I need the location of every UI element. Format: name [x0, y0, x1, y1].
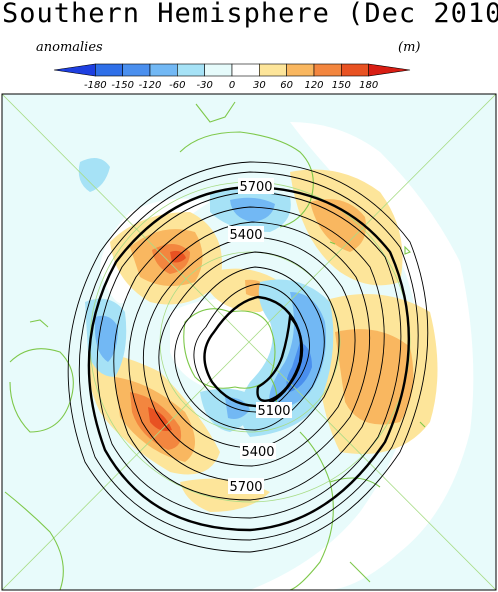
colorbar-swatch [95, 63, 123, 77]
colorbar-swatch [53, 63, 96, 77]
colorbar-swatch [341, 63, 369, 77]
colorbar-swatch [259, 63, 287, 77]
height-contour-5100 [256, 314, 303, 402]
contour-label-5700-top: 5700 [239, 180, 272, 195]
colorbar-swatch [122, 63, 151, 77]
colorbar-swatch [231, 63, 260, 77]
colorbar-tick-label: -150 [111, 80, 134, 91]
colorbar-tick-labels: -180 -150 -120 -60 -30 0 30 60 120 150 180 [84, 80, 378, 91]
colorbar-tick-label: 120 [304, 80, 323, 91]
anomaly-negative-regions [78, 158, 334, 437]
contour-label-5400-top: 5400 [229, 228, 262, 243]
colorbar-tick-label: -30 [196, 80, 212, 91]
colorbar-tick-label: 180 [359, 80, 378, 91]
colorbar-tick-label: -180 [84, 80, 107, 91]
contour-label-5100: 5100 [257, 404, 290, 419]
colorbar-swatch [149, 63, 178, 77]
contour-label-5700-bottom: 5700 [229, 480, 262, 495]
colorbar-tick-label: 0 [229, 80, 235, 91]
map-title: Southern Hemisphere (Dec 2010) [2, 0, 498, 29]
colorbar-tick-label: -60 [169, 80, 185, 91]
colorbar-swatch [286, 63, 315, 77]
colorbar-swatch [368, 63, 411, 77]
contour-label-5400-bottom: 5400 [241, 445, 274, 460]
colorbar-label-anomalies: anomalies [36, 40, 103, 55]
colorbar-tick-label: 150 [332, 80, 351, 91]
coastlines [4, 101, 426, 590]
map-frame [1, 93, 497, 591]
colorbar-swatch [313, 63, 342, 77]
colorbar-swatch [204, 63, 233, 77]
colorbar-tick-label: 60 [280, 80, 293, 91]
colorbar: -180 -150 -120 -60 -30 0 30 60 120 150 180 [53, 63, 411, 91]
map-panel: 5700 5400 5100 5400 5700 [1, 93, 497, 591]
colorbar-label-units: (m) [398, 40, 421, 55]
colorbar-tick-label: -120 [139, 80, 162, 91]
colorbar-tick-label: 30 [253, 80, 266, 91]
colorbar-swatches [53, 63, 411, 77]
contour-labels: 5700 5400 5100 5400 5700 [228, 178, 292, 495]
colorbar-swatch [177, 63, 205, 77]
